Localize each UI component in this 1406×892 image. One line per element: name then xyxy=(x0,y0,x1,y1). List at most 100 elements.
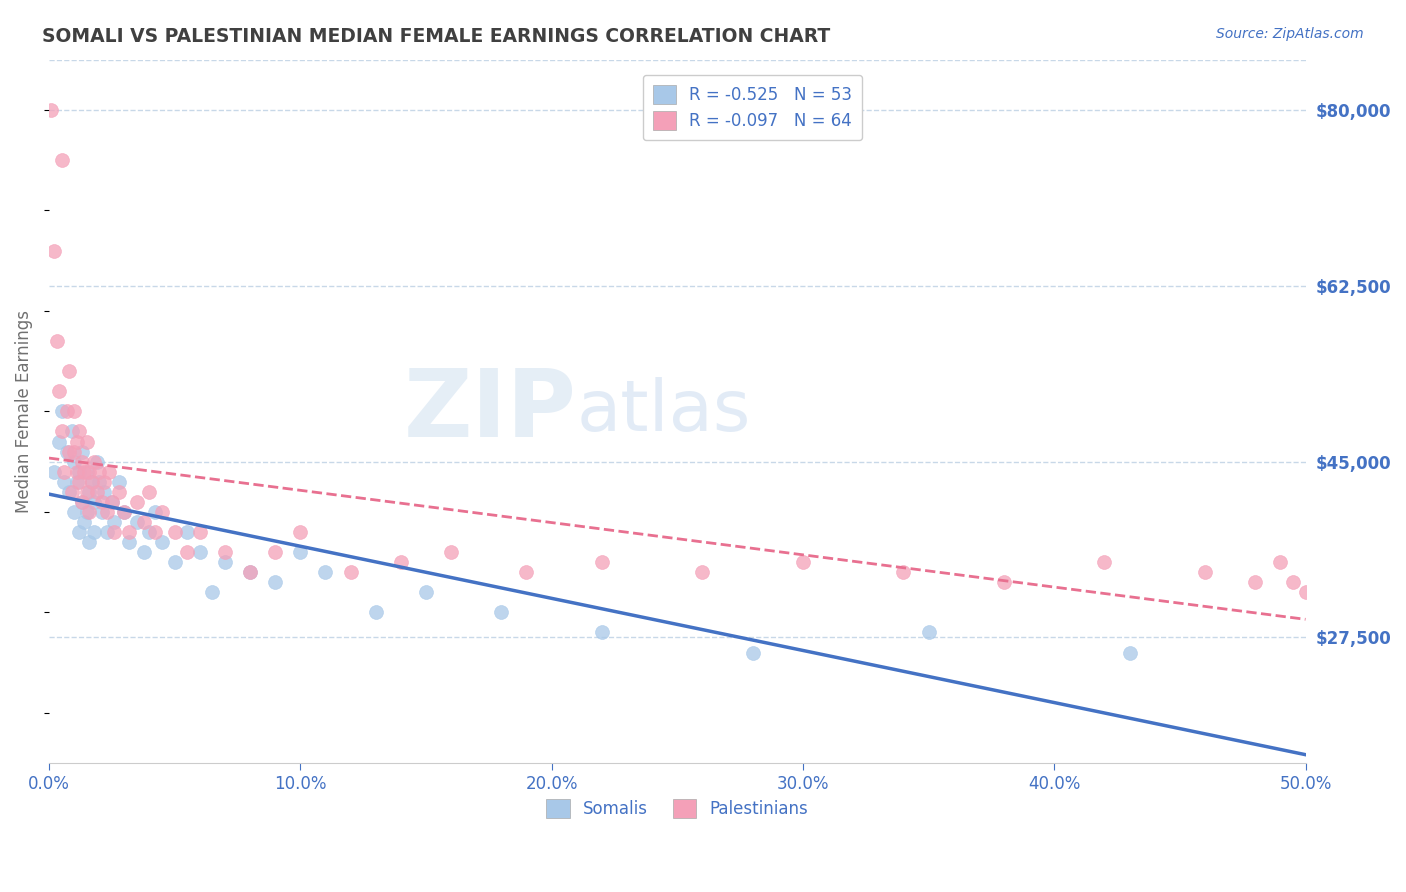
Point xyxy=(389,555,412,569)
Point xyxy=(103,524,125,539)
Y-axis label: Median Female Earnings: Median Female Earnings xyxy=(15,310,32,513)
Point xyxy=(143,524,166,539)
Point xyxy=(741,646,763,660)
Point xyxy=(73,515,96,529)
Point xyxy=(80,475,103,489)
Point xyxy=(70,495,93,509)
Point xyxy=(67,524,90,539)
Point xyxy=(176,545,198,559)
Point xyxy=(60,484,83,499)
Point xyxy=(67,465,90,479)
Point xyxy=(108,475,131,489)
Point xyxy=(70,444,93,458)
Point xyxy=(188,545,211,559)
Point xyxy=(112,505,135,519)
Point xyxy=(83,524,105,539)
Point xyxy=(176,524,198,539)
Point xyxy=(118,535,141,549)
Point xyxy=(440,545,463,559)
Point xyxy=(65,465,87,479)
Point xyxy=(150,535,173,549)
Point xyxy=(364,606,387,620)
Point xyxy=(55,404,77,418)
Point xyxy=(86,455,108,469)
Point xyxy=(41,103,63,117)
Point xyxy=(134,515,156,529)
Point xyxy=(77,535,100,549)
Point xyxy=(86,484,108,499)
Point xyxy=(214,545,236,559)
Point xyxy=(792,555,814,569)
Point xyxy=(83,495,105,509)
Point xyxy=(53,465,76,479)
Point xyxy=(63,455,86,469)
Point xyxy=(1194,565,1216,579)
Point xyxy=(415,585,437,599)
Point xyxy=(55,444,77,458)
Point xyxy=(201,585,224,599)
Point xyxy=(63,505,86,519)
Point xyxy=(1118,646,1140,660)
Point xyxy=(45,334,67,348)
Point xyxy=(103,515,125,529)
Point xyxy=(60,425,83,439)
Point xyxy=(76,434,98,449)
Point xyxy=(339,565,361,579)
Point xyxy=(42,465,65,479)
Text: Source: ZipAtlas.com: Source: ZipAtlas.com xyxy=(1216,27,1364,41)
Point xyxy=(93,484,115,499)
Point xyxy=(93,475,115,489)
Point xyxy=(53,475,76,489)
Point xyxy=(993,575,1015,590)
Point xyxy=(76,505,98,519)
Point xyxy=(58,444,80,458)
Point xyxy=(83,455,105,469)
Point xyxy=(51,153,73,167)
Point xyxy=(239,565,262,579)
Point xyxy=(90,495,112,509)
Point xyxy=(264,545,287,559)
Point xyxy=(48,434,70,449)
Point xyxy=(290,524,312,539)
Point xyxy=(264,575,287,590)
Point xyxy=(89,465,111,479)
Point xyxy=(67,475,90,489)
Point xyxy=(96,524,118,539)
Text: SOMALI VS PALESTINIAN MEDIAN FEMALE EARNINGS CORRELATION CHART: SOMALI VS PALESTINIAN MEDIAN FEMALE EARN… xyxy=(42,27,831,45)
Point xyxy=(150,505,173,519)
Point xyxy=(125,515,148,529)
Point xyxy=(1244,575,1267,590)
Text: ZIP: ZIP xyxy=(404,366,576,458)
Point xyxy=(138,524,160,539)
Point xyxy=(214,555,236,569)
Point xyxy=(1094,555,1116,569)
Point xyxy=(239,565,262,579)
Point xyxy=(101,495,124,509)
Point xyxy=(77,484,100,499)
Point xyxy=(163,555,186,569)
Point xyxy=(1282,575,1305,590)
Point xyxy=(112,505,135,519)
Point xyxy=(58,364,80,378)
Point xyxy=(101,495,124,509)
Point xyxy=(90,505,112,519)
Point xyxy=(70,455,93,469)
Point xyxy=(138,484,160,499)
Point xyxy=(76,484,98,499)
Point xyxy=(58,484,80,499)
Point xyxy=(76,465,98,479)
Point xyxy=(290,545,312,559)
Point xyxy=(48,384,70,399)
Point xyxy=(63,404,86,418)
Point xyxy=(42,244,65,258)
Point xyxy=(1270,555,1292,569)
Point xyxy=(591,555,613,569)
Point xyxy=(67,425,90,439)
Point xyxy=(77,505,100,519)
Point xyxy=(51,425,73,439)
Point xyxy=(515,565,537,579)
Point xyxy=(65,475,87,489)
Point xyxy=(63,444,86,458)
Point xyxy=(591,625,613,640)
Point xyxy=(125,495,148,509)
